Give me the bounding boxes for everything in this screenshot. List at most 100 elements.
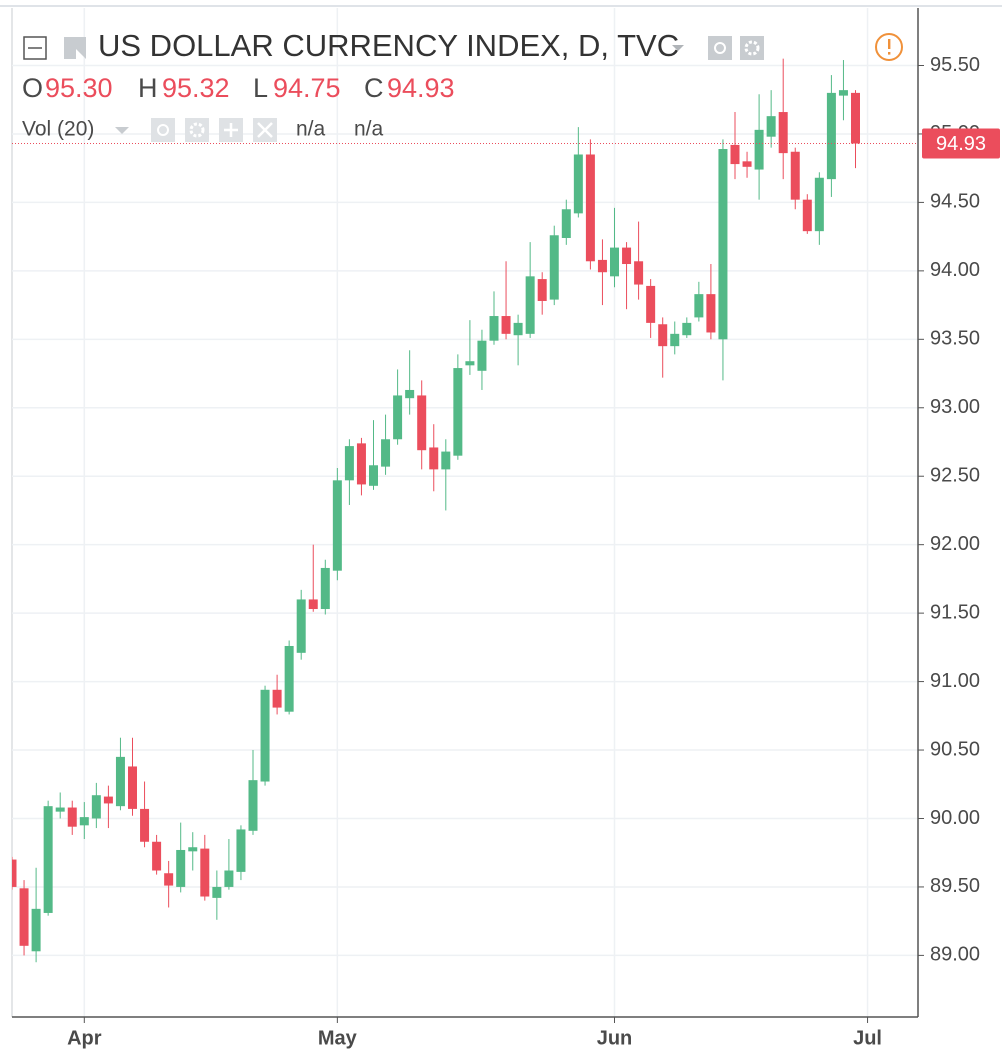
legend-value: 95.30 — [45, 73, 113, 103]
candle-body — [561, 209, 571, 239]
candle-body — [296, 599, 306, 653]
candle-body — [610, 247, 619, 277]
x-tick-label: May — [318, 1027, 358, 1049]
candle-body — [19, 888, 29, 946]
candle-body — [537, 279, 547, 301]
candle-body — [284, 645, 294, 712]
candle-body — [405, 389, 415, 399]
candle-body — [393, 395, 403, 440]
candle-body — [308, 599, 318, 610]
candle-body — [646, 285, 656, 323]
candle-body — [43, 806, 53, 913]
candle-body — [381, 439, 391, 467]
legend-label: C — [364, 73, 384, 103]
candle-body — [55, 807, 65, 812]
y-tick-label: 89.00 — [930, 944, 980, 966]
settings-button[interactable] — [740, 36, 764, 60]
y-tick-label: 94.50 — [930, 191, 980, 213]
candle-body — [501, 316, 511, 334]
x-tick-label: Jul — [853, 1027, 882, 1049]
candle-body — [332, 480, 342, 571]
indicator-value: n/a — [296, 118, 326, 141]
y-tick-label: 95.50 — [930, 54, 980, 76]
candle-body — [356, 443, 366, 485]
y-tick-label: 90.50 — [930, 738, 980, 760]
gear-icon — [189, 122, 205, 138]
candle-body — [465, 361, 475, 366]
candle-body — [802, 199, 812, 232]
candle-body — [742, 161, 752, 167]
candle-body — [441, 451, 451, 470]
symbol-icon-part — [64, 37, 76, 59]
visibility-button[interactable] — [708, 36, 732, 60]
candle-body — [260, 689, 270, 782]
y-tick-label: 89.50 — [930, 875, 980, 897]
candle-body — [718, 149, 728, 340]
candle-body — [103, 796, 113, 804]
candle-body — [658, 324, 668, 347]
y-tick-label: 94.00 — [930, 259, 980, 281]
eye-icon — [714, 42, 726, 54]
candle-body — [91, 795, 101, 819]
settings-button[interactable] — [185, 118, 209, 142]
candle-body — [320, 567, 330, 610]
y-tick-label: 93.50 — [930, 328, 980, 350]
plus-icon — [224, 123, 238, 137]
candle-body — [164, 873, 174, 886]
candle-body — [344, 446, 354, 481]
candle-body — [489, 316, 499, 341]
candle-body — [200, 848, 210, 897]
candle-body — [778, 112, 788, 154]
last-price-label: 94.93 — [936, 133, 986, 155]
candle-body — [838, 90, 848, 96]
visibility-button[interactable] — [151, 118, 175, 142]
candle-body — [248, 780, 258, 831]
candle-body — [176, 849, 186, 887]
candle-body — [634, 261, 644, 285]
gear-icon — [744, 40, 760, 56]
candle-body — [236, 829, 246, 872]
candle-body — [152, 841, 162, 871]
candle-body — [585, 154, 595, 262]
candle-body — [417, 395, 427, 451]
candle-body — [694, 294, 704, 318]
dropdown-icon[interactable] — [115, 127, 129, 134]
candle-body — [67, 807, 77, 827]
candle-body — [115, 756, 125, 807]
header: US DOLLAR CURRENCY INDEX, D, TVC O 95.30… — [22, 28, 903, 142]
last-price-badge — [922, 128, 1000, 159]
y-tick-label: 92.00 — [930, 533, 980, 555]
candle-body — [128, 766, 137, 809]
x-tick-label: Apr — [67, 1027, 102, 1049]
candle-body — [188, 847, 198, 852]
candle-body — [670, 333, 680, 347]
candle-body — [140, 808, 150, 842]
candle-body — [597, 259, 607, 273]
candle-body — [369, 465, 378, 486]
x-tick-label: Jun — [597, 1027, 633, 1049]
indicator-name: Vol (20) — [22, 118, 94, 141]
legend-label: H — [138, 73, 158, 103]
candles — [12, 58, 860, 963]
candle-body — [453, 368, 463, 456]
candle-body — [513, 322, 523, 336]
y-tick-label: 90.00 — [930, 807, 980, 829]
legend-value: 94.93 — [387, 73, 455, 103]
alert-button[interactable] — [875, 33, 903, 61]
legend-value: 95.32 — [162, 73, 230, 103]
candle-body — [766, 116, 776, 137]
candle-body — [31, 908, 41, 952]
axes: 89.00 89.50 90.00 90.50 91.00 91.50 92.00 92.50… — [12, 54, 1000, 1049]
candle-body — [754, 129, 764, 170]
dropdown-icon[interactable] — [672, 45, 684, 51]
alert-mark — [888, 39, 891, 49]
candle-body — [573, 154, 583, 214]
candle-body — [79, 817, 89, 826]
candle-body — [224, 870, 234, 887]
eye-icon — [157, 124, 169, 136]
candle-body — [549, 235, 559, 300]
legend-label: L — [253, 73, 268, 103]
candle-body — [212, 886, 222, 898]
